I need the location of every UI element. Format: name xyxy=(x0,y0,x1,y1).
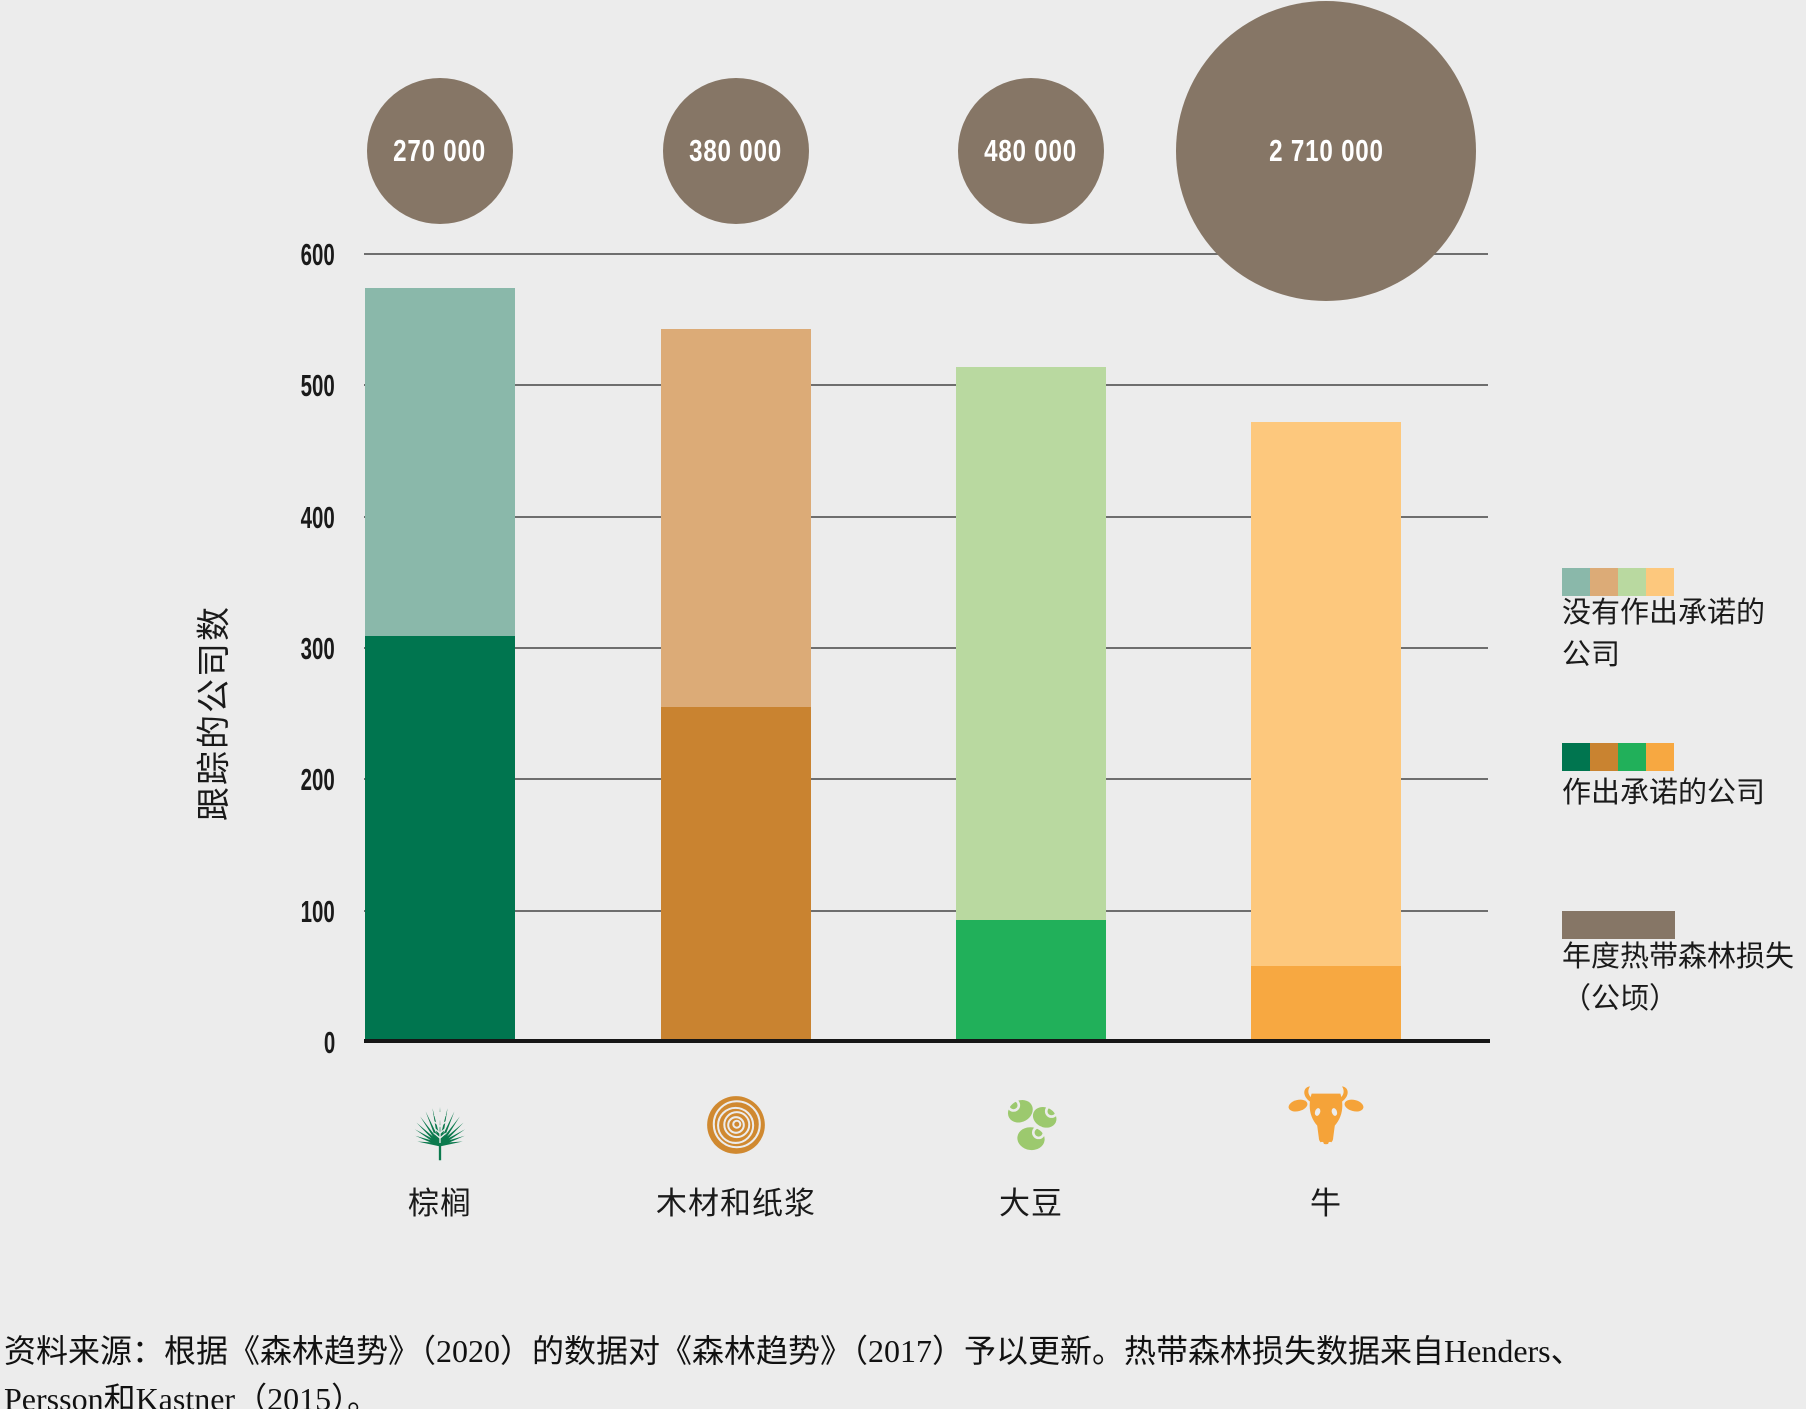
gridline-600 xyxy=(364,253,1488,255)
gridline-300 xyxy=(364,647,1488,649)
gridline-100 xyxy=(364,910,1488,912)
category-label-soy: 大豆 xyxy=(999,1186,1063,1221)
y-tick-value: 500 xyxy=(300,368,335,403)
source-note-line1: 资料来源：根据《森林趋势》（2020）的数据对《森林趋势》（2017）予以更新。… xyxy=(4,1333,1583,1369)
category-column-soy xyxy=(931,1090,1131,1171)
legend-swatch xyxy=(1590,743,1618,771)
y-tick-value: 100 xyxy=(300,894,335,929)
bar-wood-pulp-no-commitment xyxy=(661,329,811,708)
category-column-palm xyxy=(340,1084,540,1171)
bar-palm-committed xyxy=(365,636,515,1041)
y-tick-0: 0 xyxy=(230,1027,335,1058)
gridline-200 xyxy=(364,778,1488,780)
y-tick-200: 200 xyxy=(230,764,335,795)
y-tick-600: 600 xyxy=(230,239,335,270)
forest-loss-bubble-wood-pulp: 380 000 xyxy=(663,78,809,224)
x-axis-line xyxy=(364,1039,1490,1043)
wood-rings-icon xyxy=(707,1096,765,1154)
forest-loss-bubble-cattle: 2 710 000 xyxy=(1176,1,1476,301)
category-label-cattle: 牛 xyxy=(1310,1186,1342,1221)
forest-loss-value: 270 000 xyxy=(393,133,487,168)
y-tick-value: 600 xyxy=(300,237,335,272)
category-label-palm: 棕榈 xyxy=(408,1186,472,1221)
legend-swatches-no-commitment xyxy=(1562,568,1674,596)
legend-label-committed-line1: 作出承诺的公司 xyxy=(1562,777,1766,809)
legend-swatch xyxy=(1618,743,1646,771)
legend-swatch xyxy=(1562,568,1590,596)
legend-label-forest-loss-line2: （公顷） xyxy=(1562,983,1679,1015)
y-tick-300: 300 xyxy=(230,633,335,664)
forest-loss-bubble-palm: 270 000 xyxy=(367,78,513,224)
y-tick-value: 200 xyxy=(300,762,335,797)
legend-label-no-commitment-line2: 公司 xyxy=(1562,639,1621,671)
forest-loss-value: 480 000 xyxy=(984,133,1078,168)
bar-soy-no-commitment xyxy=(956,367,1106,921)
bar-palm-no-commitment xyxy=(365,288,515,637)
palm-leaf-icon xyxy=(414,1106,466,1161)
legend-label-no-commitment-line1: 没有作出承诺的 xyxy=(1562,597,1766,629)
legend-label-no-commitment: 没有作出承诺的 公司 xyxy=(1562,592,1765,676)
category-label-wood-pulp: 木材和纸浆 xyxy=(656,1186,816,1221)
bar-wood-pulp-committed xyxy=(661,707,811,1041)
forest-loss-value: 380 000 xyxy=(689,133,783,168)
y-tick-400: 400 xyxy=(230,502,335,533)
bar-cattle-committed xyxy=(1251,966,1401,1041)
y-tick-100: 100 xyxy=(230,896,335,927)
legend-swatches-committed xyxy=(1562,743,1674,771)
y-tick-value: 0 xyxy=(323,1025,335,1060)
legend-swatch xyxy=(1562,911,1675,939)
y-tick-value: 300 xyxy=(300,631,335,666)
bar-soy-committed xyxy=(956,920,1106,1041)
soybeans-icon xyxy=(1006,1098,1059,1151)
category-column-wood-pulp xyxy=(636,1086,836,1169)
legend-label-forest-loss: 年度热带森林损失 （公顷） xyxy=(1562,936,1794,1020)
source-note-line2: Persson和Kastner（2015）。 xyxy=(4,1381,380,1409)
legend-swatch xyxy=(1646,568,1674,596)
gridline-400 xyxy=(364,516,1488,518)
legend-swatch xyxy=(1618,568,1646,596)
legend-swatch xyxy=(1646,743,1674,771)
legend-swatches-forest-loss xyxy=(1562,911,1675,939)
y-tick-500: 500 xyxy=(230,370,335,401)
y-tick-value: 400 xyxy=(300,500,335,535)
legend-label-committed: 作出承诺的公司 xyxy=(1562,772,1765,814)
legend-swatch xyxy=(1562,743,1590,771)
bar-cattle-no-commitment xyxy=(1251,422,1401,967)
legend-swatch xyxy=(1590,568,1618,596)
cattle-head-icon xyxy=(1288,1086,1364,1146)
y-axis-title: 跟踪的公司数 xyxy=(195,605,234,821)
legend-label-forest-loss-line1: 年度热带森林损失 xyxy=(1562,941,1795,973)
forest-loss-value: 2 710 000 xyxy=(1268,133,1384,168)
gridline-500 xyxy=(364,384,1488,386)
category-column-cattle xyxy=(1226,1084,1426,1169)
forest-loss-bubble-soy: 480 000 xyxy=(958,78,1104,224)
